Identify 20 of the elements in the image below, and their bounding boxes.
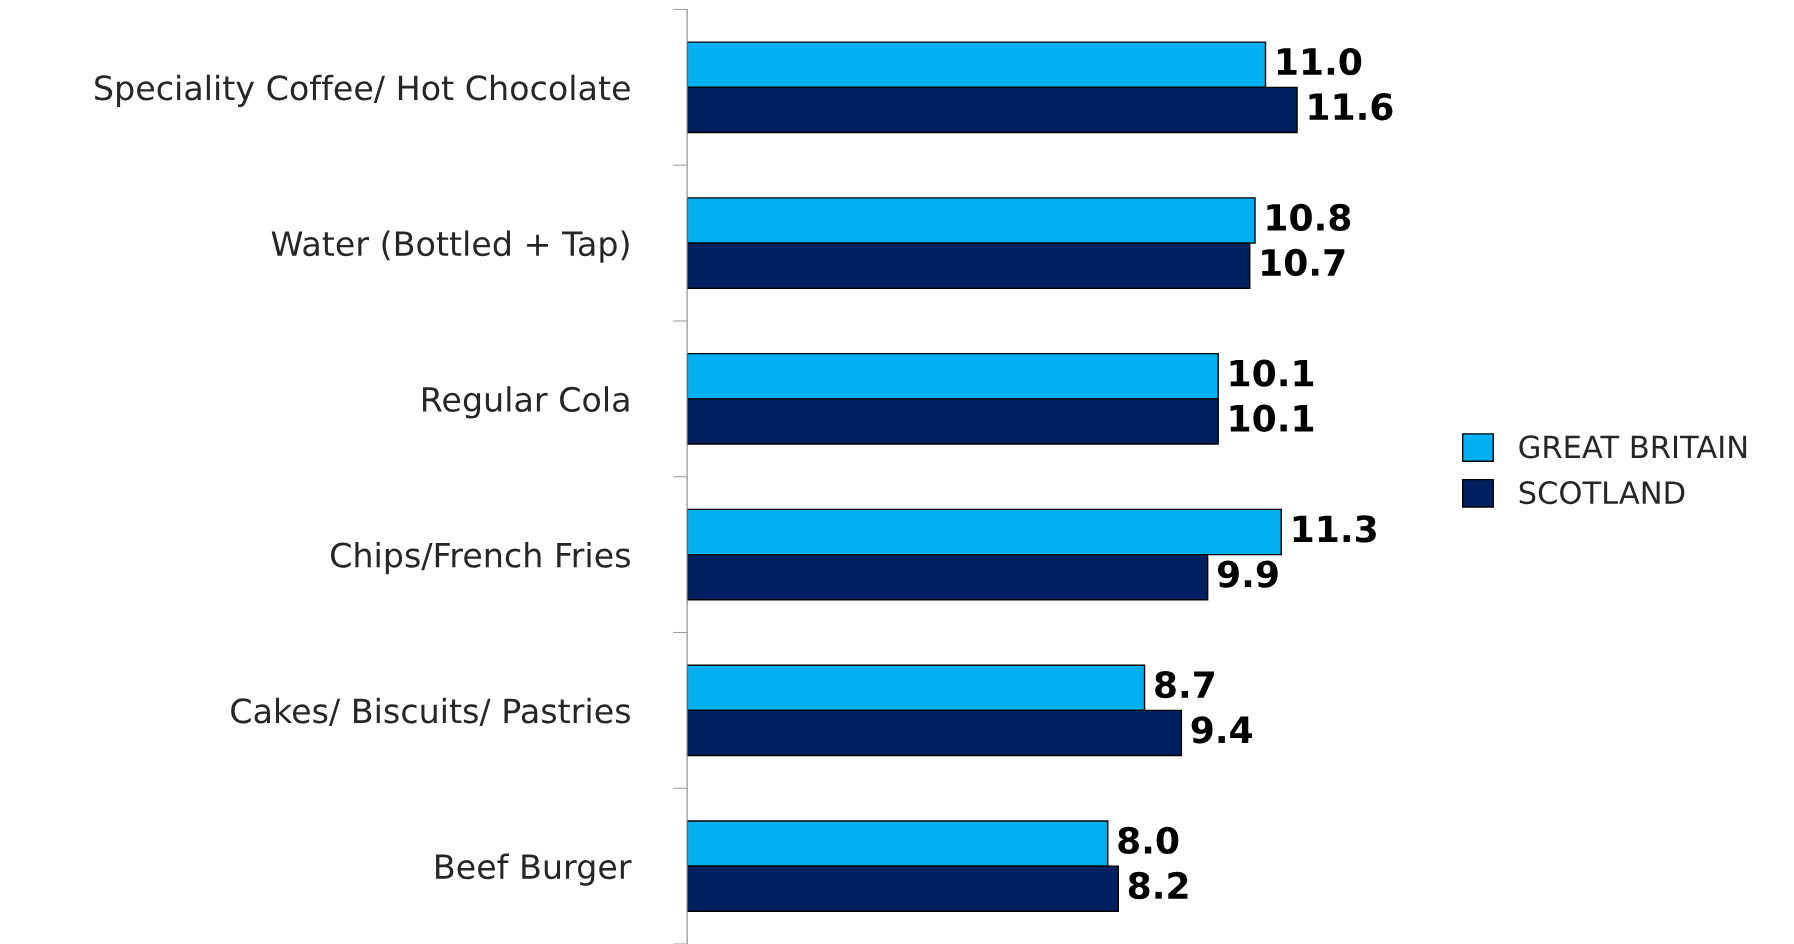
data-label: 10.8 bbox=[1267, 203, 1351, 231]
legend-label: GREAT BRITAIN bbox=[1519, 435, 1747, 459]
data-label: 9.9 bbox=[1217, 560, 1278, 588]
data-label: 8.2 bbox=[1128, 871, 1188, 900]
data-label: 8.7 bbox=[1155, 670, 1214, 699]
y-tick-label: Beef Burger bbox=[436, 853, 632, 886]
data-label: 11.6 bbox=[1309, 93, 1393, 121]
data-label: 11.0 bbox=[1277, 47, 1362, 76]
data-label: 9.4 bbox=[1191, 716, 1253, 744]
data-label: 10.7 bbox=[1262, 248, 1345, 277]
data-label: 11.3 bbox=[1293, 515, 1376, 543]
y-tick-label: Cakes/ Biscuits/ Pastries bbox=[231, 697, 630, 727]
y-tick-label: Regular Cola bbox=[423, 386, 629, 419]
legend-label: SCOTLAND bbox=[1519, 481, 1685, 505]
data-label: 10.1 bbox=[1230, 404, 1314, 432]
y-tick-label: Chips/French Fries bbox=[331, 541, 630, 575]
y-tick-label: Speciality Coffee/ Hot Chocolate bbox=[95, 74, 630, 107]
data-label: 10.1 bbox=[1230, 359, 1314, 387]
data-label: 8.0 bbox=[1118, 826, 1179, 855]
y-tick-label: Water (Bottled + Tap) bbox=[271, 230, 629, 263]
